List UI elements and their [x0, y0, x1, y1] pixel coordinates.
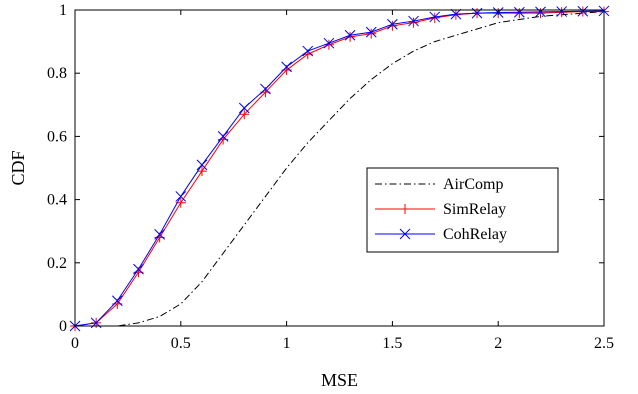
marker-cross-b	[260, 83, 271, 95]
data-point	[535, 6, 546, 18]
x-tick-label: 0	[71, 335, 79, 352]
data-point	[323, 37, 335, 49]
data-point	[217, 131, 229, 142]
marker-cross-b	[429, 11, 441, 23]
x-tick-label: 2	[494, 335, 502, 352]
marker-cross-b	[450, 8, 462, 20]
legend-swatch-marker	[400, 204, 410, 214]
data-point	[429, 11, 441, 23]
legend-swatch-marker	[399, 228, 411, 240]
marker-cross-b	[535, 6, 546, 18]
data-point	[281, 61, 292, 73]
data-point	[238, 102, 250, 114]
axes-layer: 0 0.5 1 1.5 2 2.5 0 0.2 0.4 0.6 0.8 1	[47, 2, 614, 352]
data-point	[111, 295, 123, 307]
marker-cross-b	[387, 18, 398, 30]
axes-frame	[74, 9, 605, 327]
data-point	[344, 29, 356, 41]
marker-cross-b	[408, 15, 419, 27]
legend-item-cohrelay: CohRelay	[375, 226, 507, 243]
y-tick-label: 0.8	[47, 65, 67, 82]
x-tick-label: 2.5	[594, 335, 614, 352]
marker-cross-b	[302, 45, 314, 57]
data-point	[133, 263, 144, 275]
marker-cross-b	[365, 26, 377, 38]
x-tick-label: 0.5	[171, 335, 191, 352]
marker-cross-b	[323, 37, 335, 49]
data-point	[196, 159, 208, 171]
y-tick-label: 0	[59, 318, 67, 335]
data-point	[408, 15, 419, 27]
marker-cross-b	[556, 6, 568, 17]
data-point	[302, 45, 314, 57]
y-tick-label: 0.4	[47, 192, 67, 209]
data-point	[196, 166, 207, 177]
data-point	[154, 229, 165, 240]
marker-cross-b	[154, 229, 165, 240]
x-axis-label: MSE	[321, 370, 358, 390]
legend-label: CohRelay	[443, 226, 507, 243]
series-aircomp	[75, 11, 605, 327]
data-point	[387, 18, 398, 30]
legend-label: AirComp	[443, 176, 503, 193]
data-point	[514, 6, 525, 18]
marker-cross-b	[577, 5, 589, 17]
series-line-aircomp	[75, 11, 605, 327]
x-tick-label: 1.5	[382, 335, 402, 352]
marker-cross-b	[133, 263, 144, 275]
data-point	[450, 8, 462, 20]
data-point	[260, 83, 271, 95]
data-point	[556, 6, 568, 17]
marker-cross-b	[196, 159, 208, 171]
x-tick-label: 1	[283, 335, 291, 352]
data-point	[239, 109, 250, 120]
data-point	[366, 28, 377, 39]
legend-item-aircomp: AirComp	[375, 176, 503, 193]
legend: AirComp SimRelay CohRelay	[366, 167, 559, 253]
legend-box	[366, 167, 559, 253]
marker-cross-b	[281, 61, 292, 73]
marker-cross-b	[111, 295, 123, 307]
data-point	[175, 191, 187, 202]
marker-cross-b	[399, 228, 411, 240]
series-line-cohrelay	[74, 10, 605, 327]
y-axis-label: CDF	[8, 150, 28, 185]
marker-cross-b	[175, 191, 187, 202]
data-point	[365, 26, 377, 38]
marker-cross-b	[238, 102, 250, 114]
y-tick-label: 1	[59, 2, 67, 19]
marker-cross-b	[514, 6, 525, 18]
legend-item-simrelay: SimRelay	[375, 201, 506, 218]
y-tick-label: 0.6	[47, 128, 67, 145]
y-tick-label: 0.2	[47, 255, 67, 272]
marker-cross-b	[217, 131, 229, 142]
marker-cross-b	[344, 29, 356, 41]
data-point	[577, 5, 589, 17]
legend-label: SimRelay	[443, 201, 506, 218]
data-point	[408, 17, 419, 28]
